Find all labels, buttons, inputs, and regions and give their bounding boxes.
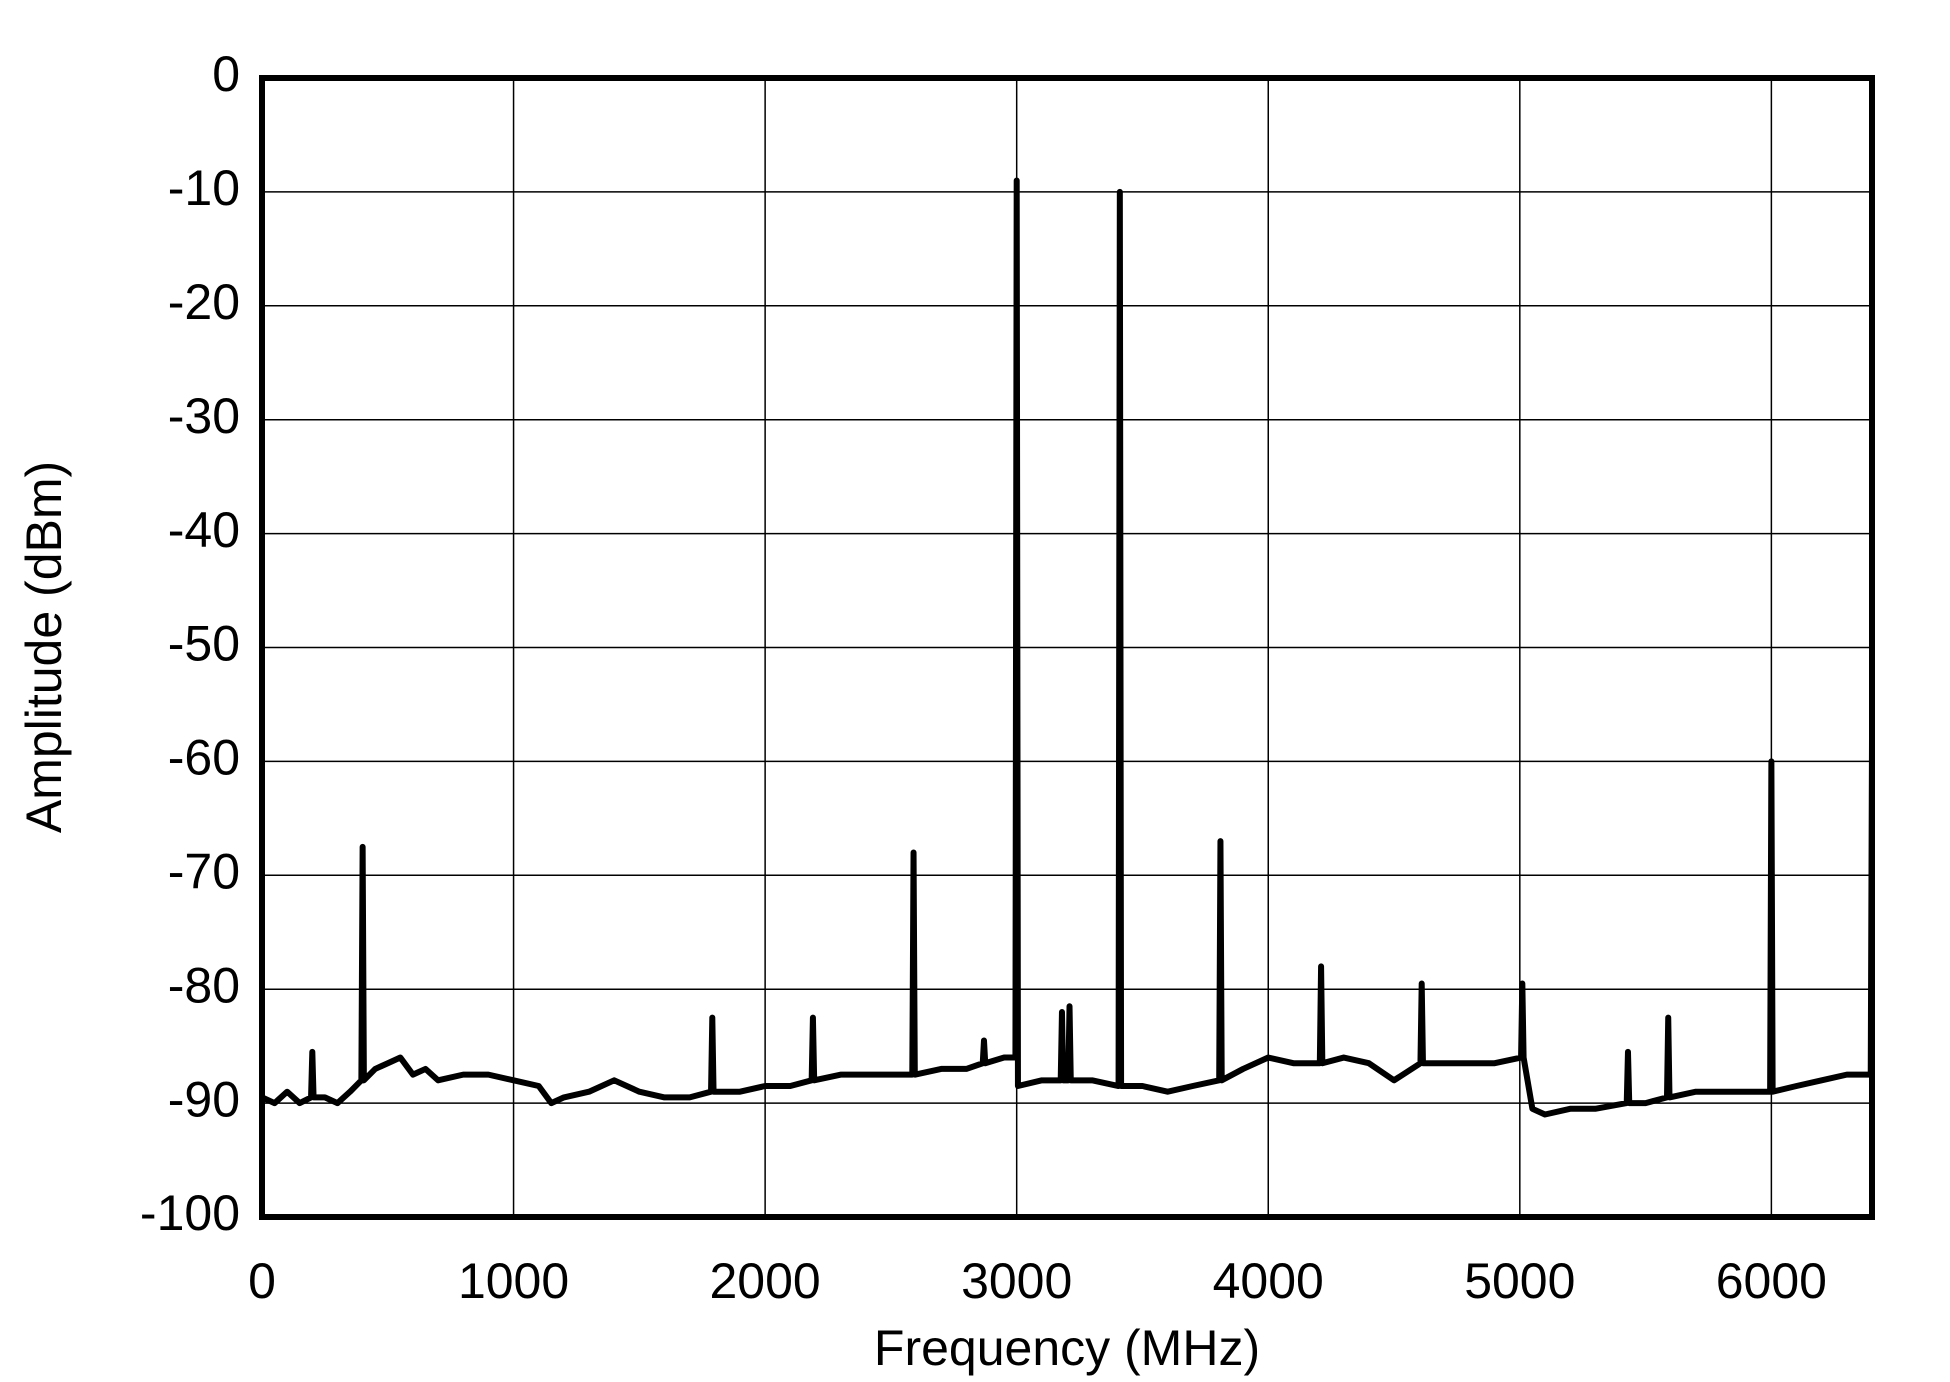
y-tick-label: -20 (168, 274, 240, 330)
x-tick-label: 3000 (961, 1253, 1072, 1309)
y-tick-label: -70 (168, 844, 240, 900)
x-tick-label: 6000 (1716, 1253, 1827, 1309)
x-tick-label: 1000 (458, 1253, 569, 1309)
y-tick-label: -10 (168, 160, 240, 216)
y-tick-label: -80 (168, 957, 240, 1013)
x-tick-label: 5000 (1464, 1253, 1575, 1309)
y-tick-label: -50 (168, 616, 240, 672)
x-axis-title: Frequency (MHz) (874, 1320, 1260, 1376)
y-tick-label: 0 (212, 46, 240, 102)
y-tick-label: -100 (140, 1185, 240, 1241)
y-axis-title: Amplitude (dBm) (16, 461, 72, 833)
y-tick-label: -90 (168, 1071, 240, 1127)
x-tick-label: 2000 (710, 1253, 821, 1309)
x-tick-label: 4000 (1213, 1253, 1324, 1309)
x-tick-label: 0 (248, 1253, 276, 1309)
y-tick-label: -30 (168, 388, 240, 444)
spectrum-line (260, 177, 1875, 1118)
y-tick-label: -40 (168, 502, 240, 558)
y-tick-label: -60 (168, 730, 240, 786)
plot-frame (259, 75, 1875, 1220)
